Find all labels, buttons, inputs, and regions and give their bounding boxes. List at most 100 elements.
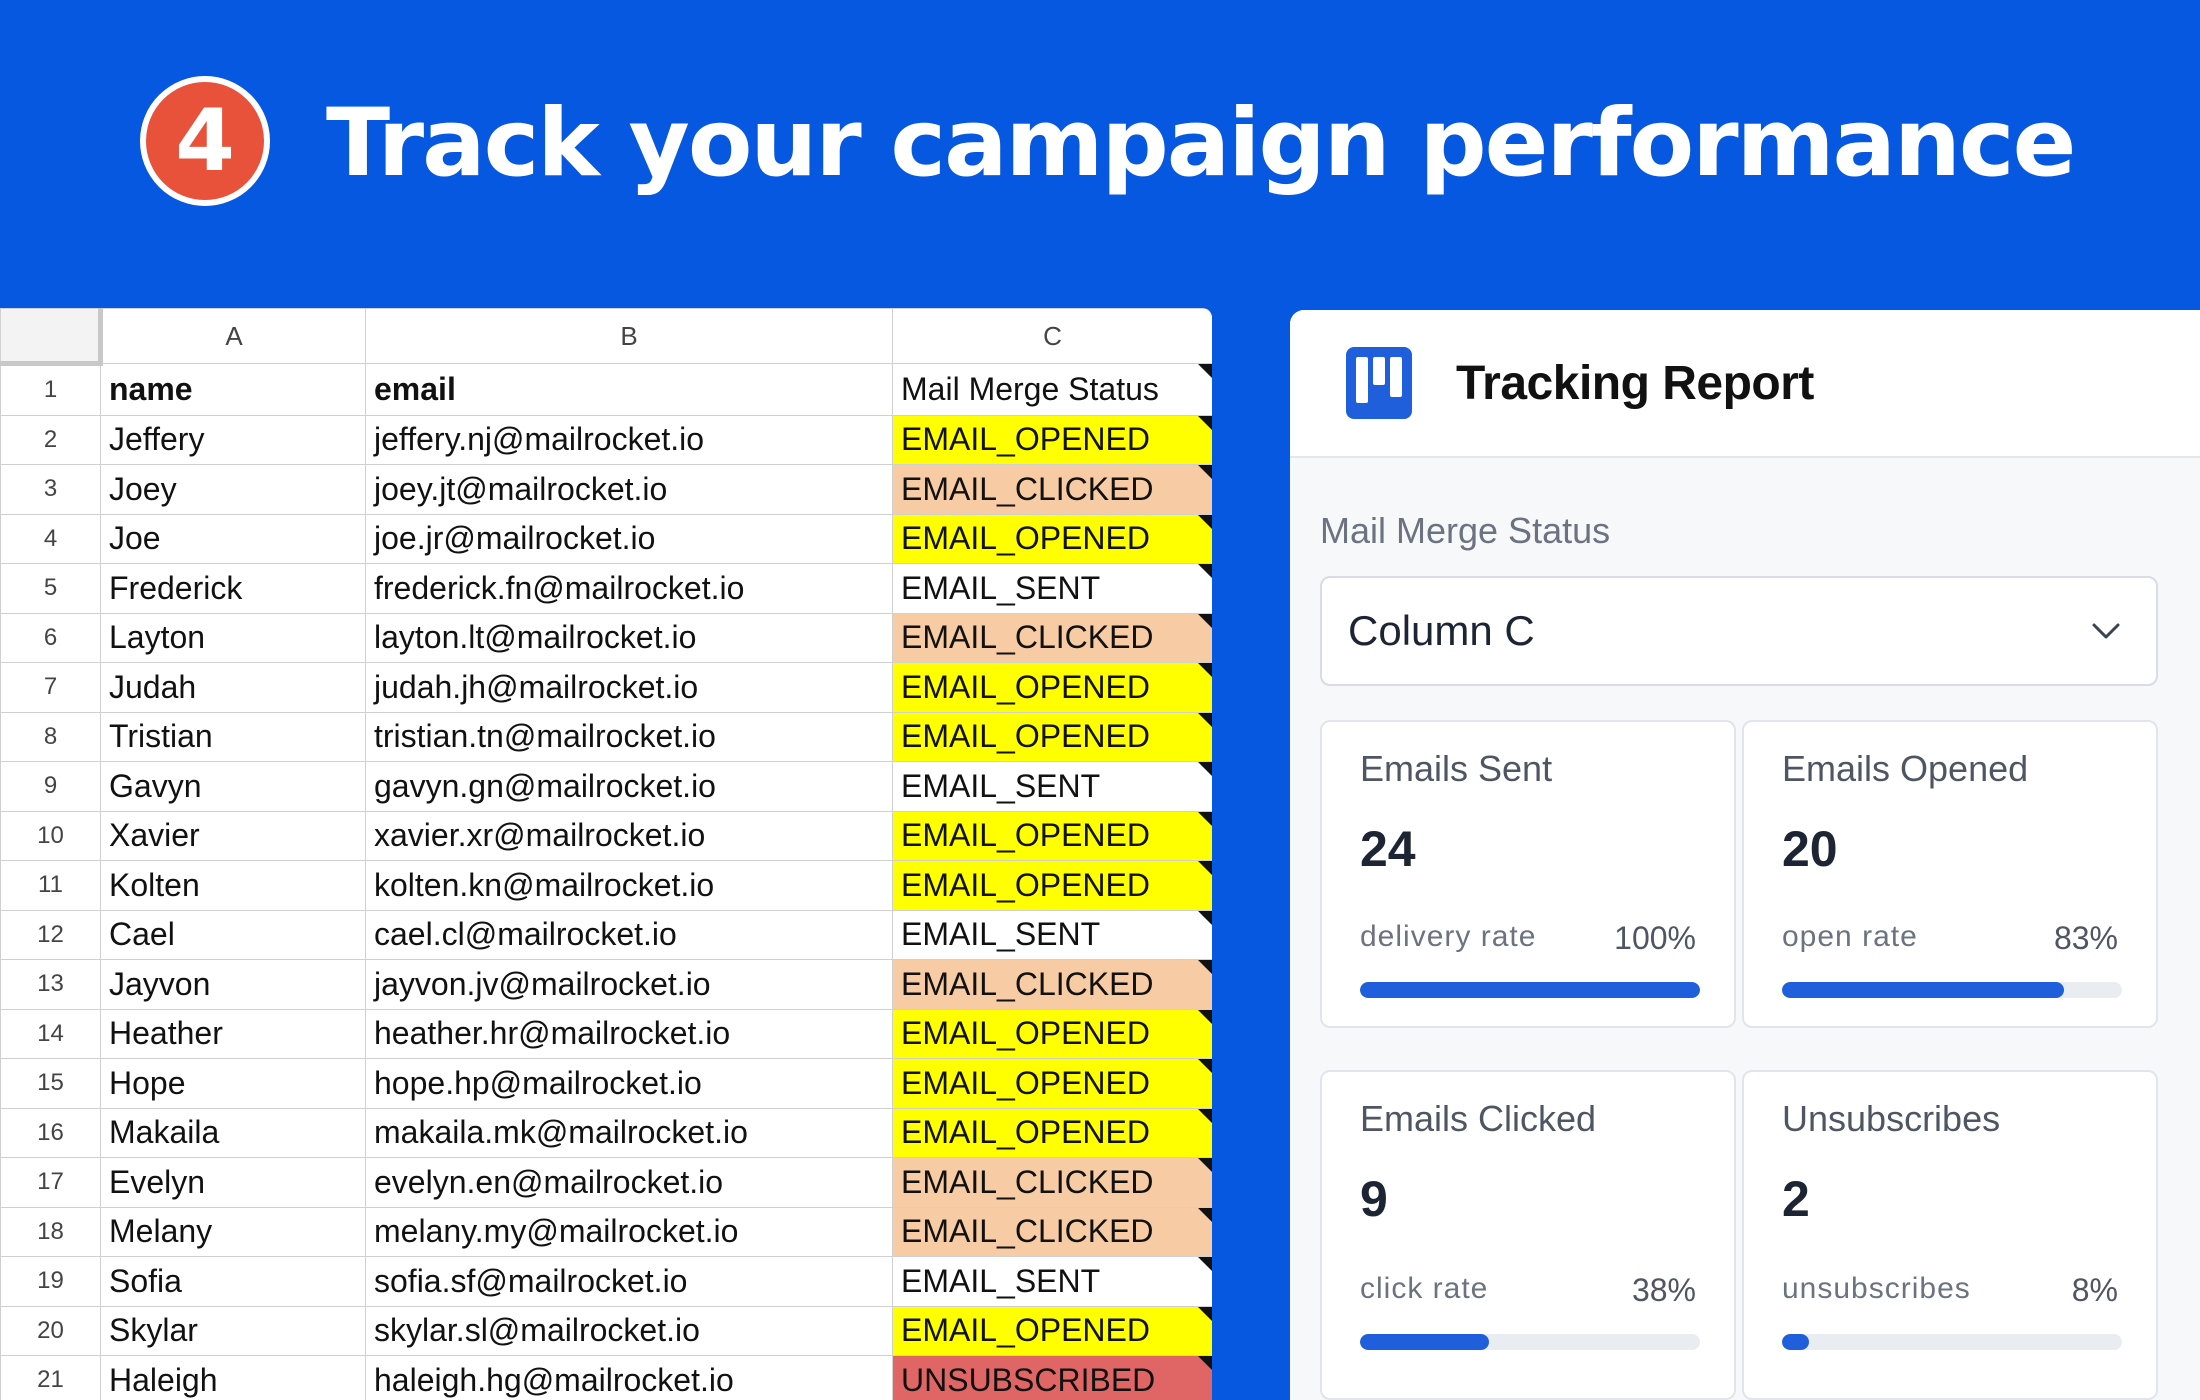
row-number[interactable]: 7 (0, 662, 101, 713)
table-row: 5 Frederick frederick.fn@mailrocket.io EMAI… (0, 563, 1212, 614)
cell-name[interactable]: Hope (100, 1058, 366, 1109)
cell-status[interactable]: EMAIL_OPENED (892, 1107, 1212, 1158)
cell-email[interactable]: sofia.sf@mailrocket.io (365, 1256, 893, 1307)
cell-name[interactable]: Haleigh (100, 1355, 366, 1400)
cell-email[interactable]: tristian.tn@mailrocket.io (365, 711, 893, 762)
cell-name[interactable]: Jeffery (100, 414, 366, 465)
cell-status[interactable]: EMAIL_OPENED (892, 1058, 1212, 1109)
cell-status[interactable]: UNSUBSCRIBED (892, 1355, 1212, 1400)
cell-status[interactable]: EMAIL_OPENED (892, 1305, 1212, 1356)
cell-email[interactable]: haleigh.hg@mailrocket.io (365, 1355, 893, 1400)
cell-status[interactable]: EMAIL_CLICKED (892, 1206, 1212, 1257)
column-header-a[interactable]: A (100, 308, 366, 364)
cell-name[interactable]: Jayvon (100, 959, 366, 1010)
cell-email[interactable]: heather.hr@mailrocket.io (365, 1008, 893, 1059)
cell-name[interactable]: Cael (100, 909, 366, 960)
row-number[interactable]: 2 (0, 414, 101, 465)
row-number[interactable]: 17 (0, 1157, 101, 1208)
progress-bar-fill (1360, 982, 1700, 998)
row-number[interactable]: 20 (0, 1305, 101, 1356)
cell-name[interactable]: Evelyn (100, 1157, 366, 1208)
cell-name[interactable]: Heather (100, 1008, 366, 1059)
cell-status[interactable]: EMAIL_CLICKED (892, 612, 1212, 663)
cell-status[interactable]: EMAIL_SENT (892, 1256, 1212, 1307)
row-number[interactable]: 16 (0, 1107, 101, 1158)
row-number[interactable]: 3 (0, 464, 101, 515)
cell-status[interactable]: EMAIL_OPENED (892, 1008, 1212, 1059)
progress-bar-fill (1782, 982, 2065, 998)
row-number[interactable]: 18 (0, 1206, 101, 1257)
cell-header-email[interactable]: email (365, 363, 893, 416)
spreadsheet-grid[interactable]: A B C 1 name email Mail Merge Status 2 Je… (0, 308, 1212, 1400)
cell-status[interactable]: EMAIL_OPENED (892, 513, 1212, 564)
cell-email[interactable]: frederick.fn@mailrocket.io (365, 563, 893, 614)
spreadsheet[interactable]: A B C 1 name email Mail Merge Status 2 Je… (0, 308, 1212, 1400)
cell-email[interactable]: jeffery.nj@mailrocket.io (365, 414, 893, 465)
status-column-select[interactable]: Column C (1320, 576, 2158, 686)
card-value: 20 (1782, 821, 1838, 877)
column-header-row: A B C (0, 308, 1212, 366)
cell-name[interactable]: Frederick (100, 563, 366, 614)
cell-name[interactable]: Melany (100, 1206, 366, 1257)
cell-name[interactable]: Kolten (100, 860, 366, 911)
row-number[interactable]: 15 (0, 1058, 101, 1109)
row-number[interactable]: 9 (0, 761, 101, 812)
row-number[interactable]: 13 (0, 959, 101, 1010)
cell-status[interactable]: EMAIL_CLICKED (892, 1157, 1212, 1208)
cell-email[interactable]: kolten.kn@mailrocket.io (365, 860, 893, 911)
row-number[interactable]: 11 (0, 860, 101, 911)
cell-email[interactable]: melany.my@mailrocket.io (365, 1206, 893, 1257)
cell-email[interactable]: cael.cl@mailrocket.io (365, 909, 893, 960)
cell-email[interactable]: makaila.mk@mailrocket.io (365, 1107, 893, 1158)
cell-status[interactable]: EMAIL_CLICKED (892, 959, 1212, 1010)
cell-email[interactable]: judah.jh@mailrocket.io (365, 662, 893, 713)
cell-email[interactable]: layton.lt@mailrocket.io (365, 612, 893, 663)
table-row: 18 Melany melany.my@mailrocket.io EMAIL_CLI… (0, 1206, 1212, 1257)
cell-status[interactable]: EMAIL_OPENED (892, 662, 1212, 713)
cell-status[interactable]: EMAIL_OPENED (892, 711, 1212, 762)
row-number[interactable]: 8 (0, 711, 101, 762)
cell-status[interactable]: EMAIL_SENT (892, 909, 1212, 960)
cell-email[interactable]: joe.jr@mailrocket.io (365, 513, 893, 564)
cell-email[interactable]: jayvon.jv@mailrocket.io (365, 959, 893, 1010)
cell-header-name[interactable]: name (100, 363, 366, 416)
cell-status[interactable]: EMAIL_OPENED (892, 810, 1212, 861)
cell-email[interactable]: joey.jt@mailrocket.io (365, 464, 893, 515)
cell-status[interactable]: EMAIL_OPENED (892, 414, 1212, 465)
cell-email[interactable]: xavier.xr@mailrocket.io (365, 810, 893, 861)
cell-name[interactable]: Joey (100, 464, 366, 515)
cell-name[interactable]: Makaila (100, 1107, 366, 1158)
row-number[interactable]: 5 (0, 563, 101, 614)
row-number[interactable]: 10 (0, 810, 101, 861)
column-header-c[interactable]: C (892, 308, 1212, 364)
row-number[interactable]: 6 (0, 612, 101, 663)
row-number[interactable]: 12 (0, 909, 101, 960)
row-number[interactable]: 4 (0, 513, 101, 564)
cell-name[interactable]: Tristian (100, 711, 366, 762)
cell-email[interactable]: hope.hp@mailrocket.io (365, 1058, 893, 1109)
report-header: Tracking Report (1290, 310, 2200, 458)
cell-name[interactable]: Sofia (100, 1256, 366, 1307)
row-number[interactable]: 1 (0, 363, 101, 416)
cell-status[interactable]: EMAIL_SENT (892, 563, 1212, 614)
cell-status[interactable]: EMAIL_SENT (892, 761, 1212, 812)
select-all-corner[interactable] (0, 308, 103, 366)
cell-name[interactable]: Joe (100, 513, 366, 564)
cell-name[interactable]: Judah (100, 662, 366, 713)
row-number[interactable]: 21 (0, 1355, 101, 1400)
cell-email[interactable]: gavyn.gn@mailrocket.io (365, 761, 893, 812)
cell-name[interactable]: Gavyn (100, 761, 366, 812)
cell-status[interactable]: EMAIL_OPENED (892, 860, 1212, 911)
row-number[interactable]: 19 (0, 1256, 101, 1307)
cell-header-status[interactable]: Mail Merge Status (892, 363, 1212, 416)
cell-name[interactable]: Xavier (100, 810, 366, 861)
row-number[interactable]: 14 (0, 1008, 101, 1059)
cell-name[interactable]: Skylar (100, 1305, 366, 1356)
table-row: 10 Xavier xavier.xr@mailrocket.io EMAIL_OPE… (0, 810, 1212, 861)
cell-status[interactable]: EMAIL_CLICKED (892, 464, 1212, 515)
column-header-b[interactable]: B (365, 308, 893, 364)
cell-email[interactable]: skylar.sl@mailrocket.io (365, 1305, 893, 1356)
progress-bar-fill (1360, 1334, 1490, 1350)
cell-email[interactable]: evelyn.en@mailrocket.io (365, 1157, 893, 1208)
cell-name[interactable]: Layton (100, 612, 366, 663)
